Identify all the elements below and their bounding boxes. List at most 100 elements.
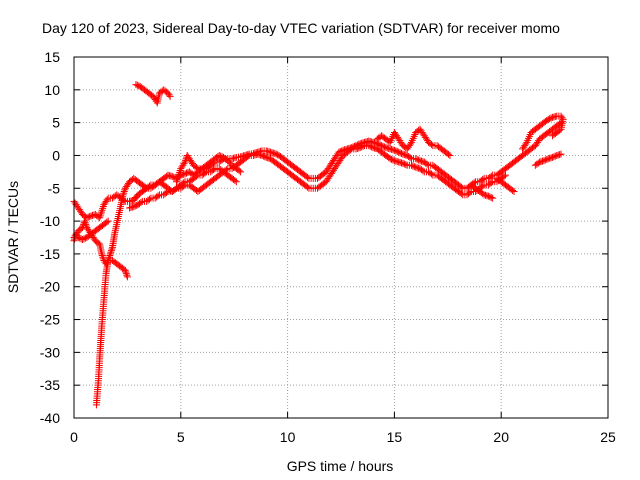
data-point [356,144,364,152]
data-point [544,115,552,123]
y-tick-label: -15 [40,246,60,262]
data-point [415,156,423,164]
data-point [402,161,410,169]
data-point [201,169,209,177]
data-point [133,201,141,209]
data-point [365,142,373,150]
series-arc-J-end-lower [531,150,565,169]
data-point [486,193,494,201]
data-point [130,203,138,211]
data-point [543,116,551,124]
data-point [165,91,173,99]
data-point [386,155,394,163]
data-point [466,189,474,197]
data-point [398,149,406,157]
y-tick-label: 0 [52,147,60,163]
series-arc-F-late [373,125,454,159]
data-point [427,170,435,178]
data-point [547,114,555,122]
data-point [390,146,398,154]
y-tick-label: -25 [40,312,60,328]
x-axis-label: GPS time / hours [287,458,394,474]
x-tick-label: 20 [493,429,509,445]
data-point [522,140,530,148]
data-point [225,158,233,166]
data-point [107,247,115,255]
data-point [99,253,107,261]
series-arc-B-start [70,217,112,245]
data-point [237,168,245,176]
data-point [406,154,414,162]
data-point [379,142,387,150]
data-point [368,143,376,151]
data-point [133,81,141,89]
data-point [132,81,140,89]
data-point [399,159,407,167]
data-point [487,172,495,180]
data-point [131,202,139,210]
data-point [104,256,112,264]
data-point [409,162,417,170]
data-point [104,217,112,225]
data-point [135,82,143,90]
data-point [336,148,344,156]
data-point [550,153,558,161]
series-arc-G-tail [467,181,497,202]
data-point [271,149,279,157]
data-point [551,152,559,160]
y-tick-label: 10 [44,82,60,98]
data-point [479,190,487,198]
data-point [272,150,280,158]
data-point [534,159,542,167]
series-arc-A-main-lower [126,142,509,212]
data-point [546,115,554,123]
data-point [376,141,384,149]
data-point [304,173,312,181]
data-point [550,131,558,139]
data-point [395,148,403,156]
data-point [103,218,111,226]
y-tick-label: -5 [48,180,61,196]
data-point [235,167,243,175]
data-point [445,150,453,158]
data-point [427,141,435,149]
data-point [105,253,113,261]
data-point [548,132,556,140]
data-point [86,212,94,220]
series-arc-C-steep [92,165,240,409]
data-point [192,172,200,180]
data-point [479,182,487,190]
x-tick-label: 10 [280,429,296,445]
data-point [446,151,454,159]
y-tick-label: -40 [40,410,60,426]
data-point [108,245,116,253]
data-point [366,142,374,150]
data-point [358,143,366,151]
data-point [154,192,162,200]
data-point [106,252,114,260]
data-point [261,153,269,161]
data-point [540,157,548,165]
y-tick-label: 5 [52,115,60,131]
data-point [392,147,400,155]
data-point [406,140,414,148]
data-point [388,155,396,163]
data-point [84,213,92,221]
series-arc-B-plunge [70,217,131,281]
series-arc-D-top [132,81,174,107]
data-point [122,268,130,276]
data-point [81,219,89,227]
data-point [81,217,89,225]
x-tick-label: 15 [387,429,403,445]
x-tick-label: 25 [600,429,616,445]
data-point [119,191,127,199]
data-point [543,155,551,163]
data-point [457,190,465,198]
data-point [413,155,421,163]
data-point [120,188,128,196]
data-point [389,156,397,164]
data-point [98,252,106,260]
y-tick-label: -35 [40,377,60,393]
data-point [407,161,415,169]
